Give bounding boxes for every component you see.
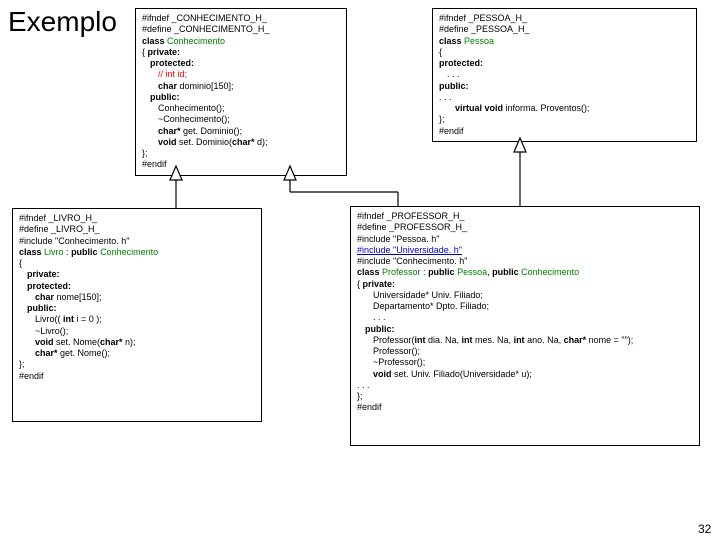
code-box-conhecimento: #ifndef _CONHECIMENTO_H_#define _CONHECI… bbox=[135, 8, 347, 176]
code-line: #define _LIVRO_H_ bbox=[19, 224, 255, 235]
code-line: #ifndef _PESSOA_H_ bbox=[439, 13, 690, 24]
code-line: void set. Dominio(char* d); bbox=[142, 137, 340, 148]
code-line: virtual void informa. Proventos(); bbox=[439, 103, 690, 114]
code-line: private: bbox=[19, 269, 255, 280]
code-line: #define _PROFESSOR_H_ bbox=[357, 222, 693, 233]
code-line: #ifndef _PROFESSOR_H_ bbox=[357, 211, 693, 222]
code-line: class Professor : public Pessoa, public … bbox=[357, 267, 693, 278]
code-line: ~Professor(); bbox=[357, 357, 693, 368]
code-line: #endif bbox=[142, 159, 340, 170]
code-line: #define _PESSOA_H_ bbox=[439, 24, 690, 35]
code-line: public: bbox=[357, 324, 693, 335]
code-line: public: bbox=[439, 81, 690, 92]
code-line: }; bbox=[439, 114, 690, 125]
code-line: { private: bbox=[142, 47, 340, 58]
code-line: #endif bbox=[357, 402, 693, 413]
code-line: public: bbox=[19, 303, 255, 314]
code-line: }; bbox=[19, 359, 255, 370]
code-line: #ifndef _LIVRO_H_ bbox=[19, 213, 255, 224]
code-line: . . . bbox=[439, 69, 690, 80]
code-line: Livro(( int i = 0 ); bbox=[19, 314, 255, 325]
code-line: { bbox=[19, 258, 255, 269]
code-line: Professor(int dia. Na, int mes. Na, int … bbox=[357, 335, 693, 346]
code-line: void set. Univ. Filiado(Universidade* u)… bbox=[357, 369, 693, 380]
code-line: protected: bbox=[19, 281, 255, 292]
code-line: protected: bbox=[439, 58, 690, 69]
code-line: char* get. Nome(); bbox=[19, 348, 255, 359]
code-line: #endif bbox=[439, 126, 690, 137]
code-line: #include "Pessoa. h" bbox=[357, 234, 693, 245]
code-line: ~Conhecimento(); bbox=[142, 114, 340, 125]
code-line: class Pessoa bbox=[439, 36, 690, 47]
page-title: Exemplo bbox=[8, 6, 117, 38]
code-line: #include "Conhecimento. h" bbox=[19, 236, 255, 247]
code-line: Professor(); bbox=[357, 346, 693, 357]
code-line: char nome[150]; bbox=[19, 292, 255, 303]
code-box-livro: #ifndef _LIVRO_H_#define _LIVRO_H_#inclu… bbox=[12, 208, 262, 422]
code-line: #ifndef _CONHECIMENTO_H_ bbox=[142, 13, 340, 24]
code-box-professor: #ifndef _PROFESSOR_H_#define _PROFESSOR_… bbox=[350, 206, 700, 446]
code-line: . . . bbox=[357, 380, 693, 391]
code-line: void set. Nome(char* n); bbox=[19, 337, 255, 348]
code-line: class Livro : public Conhecimento bbox=[19, 247, 255, 258]
code-line: class Conhecimento bbox=[142, 36, 340, 47]
code-line: { bbox=[439, 47, 690, 58]
code-line: #include "Universidade. h" bbox=[357, 245, 693, 256]
code-line: char* get. Dominio(); bbox=[142, 126, 340, 137]
code-line: char dominio[150]; bbox=[142, 81, 340, 92]
code-line: ~Livro(); bbox=[19, 326, 255, 337]
code-line: #define _CONHECIMENTO_H_ bbox=[142, 24, 340, 35]
code-box-pessoa: #ifndef _PESSOA_H_#define _PESSOA_H_clas… bbox=[432, 8, 697, 142]
code-line: public: bbox=[142, 92, 340, 103]
code-line: Conhecimento(); bbox=[142, 103, 340, 114]
code-line: // int id; bbox=[142, 69, 340, 80]
code-line: . . . bbox=[357, 312, 693, 323]
code-line: . . . bbox=[439, 92, 690, 103]
code-line: Universidade* Univ. Filiado; bbox=[357, 290, 693, 301]
code-line: #endif bbox=[19, 371, 255, 382]
code-line: protected: bbox=[142, 58, 340, 69]
code-line: #include "Conhecimento. h" bbox=[357, 256, 693, 267]
code-line: }; bbox=[357, 391, 693, 402]
code-line: }; bbox=[142, 148, 340, 159]
code-line: Departamento* Dpto. Filiado; bbox=[357, 301, 693, 312]
code-line: { private: bbox=[357, 279, 693, 290]
page-number: 32 bbox=[698, 522, 711, 536]
